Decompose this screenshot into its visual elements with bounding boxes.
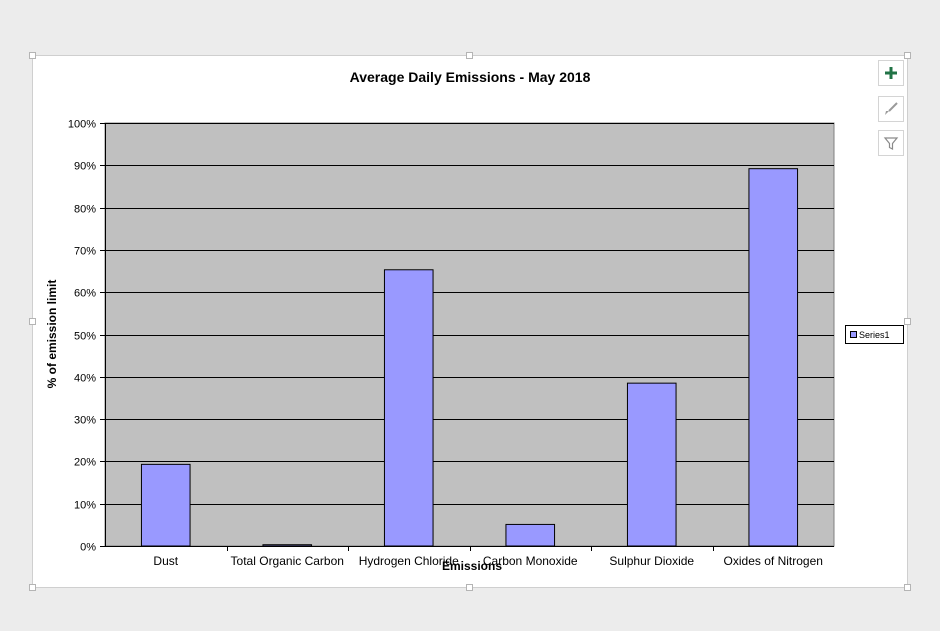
filter-icon (883, 137, 899, 150)
axes (100, 123, 834, 551)
y-tick-label: 80% (74, 204, 96, 216)
x-tick-label: Oxides of Nitrogen (724, 554, 823, 568)
resize-handle-left[interactable] (29, 318, 36, 325)
bar[interactable] (383, 269, 434, 547)
resize-handle-top[interactable] (466, 52, 473, 59)
bar[interactable] (262, 544, 313, 547)
y-tick-label: 30% (74, 415, 96, 427)
y-tick-label: 20% (74, 457, 96, 469)
y-tick-label: 10% (74, 500, 96, 512)
plot-area (104, 122, 835, 547)
y-tick-label: 70% (74, 246, 96, 258)
bar[interactable] (626, 382, 677, 547)
x-tick-label: Carbon Monoxide (483, 554, 578, 568)
x-tick-label: Sulphur Dioxide (609, 554, 694, 568)
resize-handle-bottom-right[interactable] (904, 584, 911, 591)
chart-title: Average Daily Emissions - May 2018 (350, 69, 591, 85)
resize-handle-top-left[interactable] (29, 52, 36, 59)
x-tick-label: Total Organic Carbon (231, 554, 344, 568)
resize-handle-right[interactable] (904, 318, 911, 325)
resize-handle-top-right[interactable] (904, 52, 911, 59)
chart-filters-button[interactable] (878, 130, 904, 156)
x-tick-label: Dust (153, 554, 178, 568)
legend[interactable]: Series1 (845, 325, 904, 344)
chart-styles-button[interactable] (878, 96, 904, 122)
x-tick-label: Hydrogen Chloride (359, 554, 459, 568)
brush-icon (885, 102, 898, 115)
y-axis-title: % of emission limit (45, 280, 59, 389)
plus-icon (885, 67, 897, 79)
bar[interactable] (748, 168, 799, 547)
y-tick-label: 40% (74, 373, 96, 385)
bar[interactable] (140, 463, 191, 547)
legend-entry-label: Series1 (859, 329, 890, 340)
y-tick-label: 100% (68, 119, 96, 131)
x-axis-title: Emissions (442, 559, 502, 573)
y-tick-label: 0% (80, 542, 96, 554)
y-tick-labels: 0% 10% 20% 30% 40% 50% 60% 70% 80% 90% 100% (68, 119, 96, 554)
chart-elements-button[interactable] (878, 60, 904, 86)
gridlines (105, 123, 834, 505)
y-tick-label: 90% (74, 161, 96, 173)
resize-handle-bottom[interactable] (466, 584, 473, 591)
legend-swatch (850, 331, 857, 338)
y-tick-label: 60% (74, 288, 96, 300)
x-tick-labels: Dust Total Organic Carbon Hydrogen Chlorid… (153, 554, 823, 568)
resize-handle-bottom-left[interactable] (29, 584, 36, 591)
bar[interactable] (505, 523, 556, 547)
y-tick-label: 50% (74, 331, 96, 343)
